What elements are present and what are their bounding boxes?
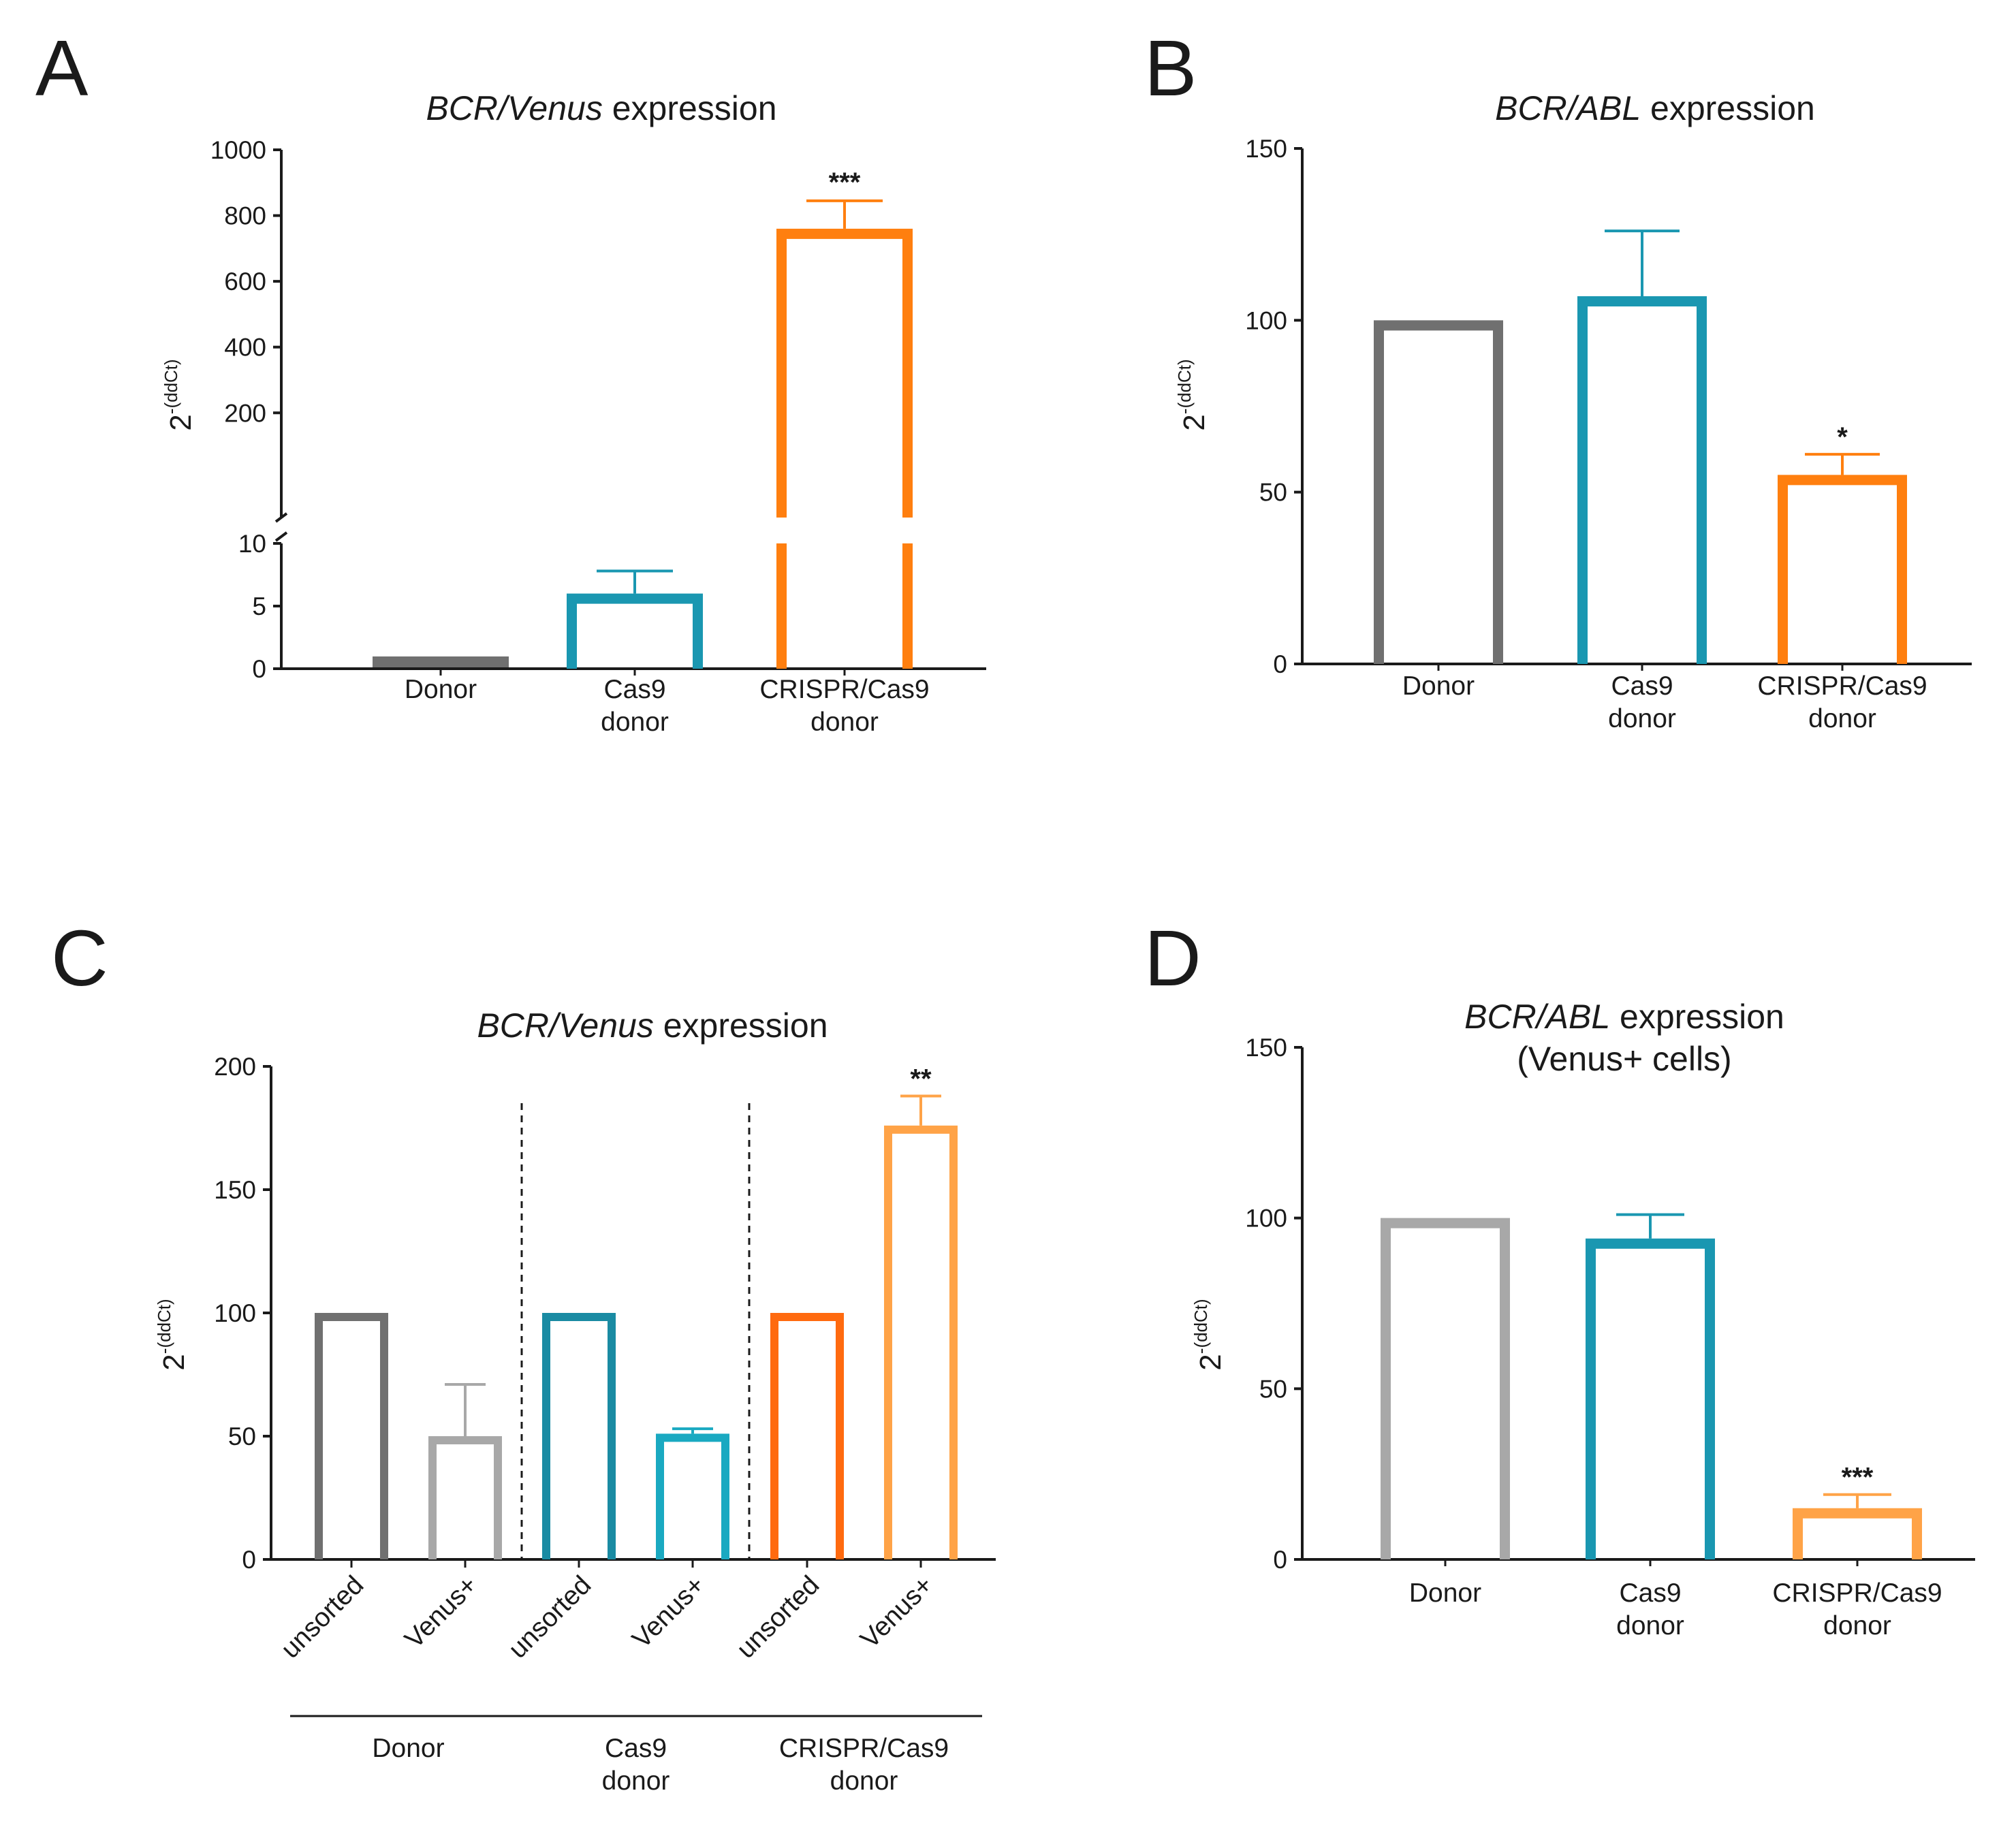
panel-d-ylabel-sup: -(ddCt): [1191, 1299, 1211, 1354]
panel-b-significance-2: *: [1837, 422, 1848, 452]
panel-a-xlabel-0-0: Donor: [405, 675, 477, 704]
panel-c-bar-2: [542, 1313, 616, 1559]
panel-letter-a: A: [35, 24, 89, 112]
panel-a-title: BCR/Venus expression: [426, 89, 776, 127]
panel-b-ytick-label-1: 50: [1259, 479, 1287, 507]
panel-a-upper-ytick-label-2: 600: [224, 268, 266, 296]
panel-a-lower-ytick-label-2: 10: [238, 530, 266, 558]
panel-b-ylabel-base: 2: [1178, 414, 1211, 430]
panel-a-xlabel-1-1: donor: [601, 708, 669, 737]
panel-c-bar-3: [656, 1433, 729, 1559]
panel-d-title-rest: expression: [1610, 998, 1784, 1036]
panel-c-bar-5: [884, 1125, 958, 1559]
panel-b-bar-1: [1577, 296, 1707, 664]
panel-c-ylabel-sup: -(ddCt): [154, 1299, 174, 1354]
panel-b-xlabel-2-0: CRISPR/Cas9: [1757, 671, 1927, 701]
panel-a-xlabel-2-0: CRISPR/Cas9: [759, 675, 929, 704]
panel-a-ylabel-sup: -(ddCt): [161, 359, 181, 414]
panel-d-title-italic: BCR/ABL: [1464, 998, 1610, 1036]
panel-c-ytick-label-4: 200: [214, 1053, 256, 1081]
panel-d-title-line2: (Venus+ cells): [1517, 1040, 1731, 1078]
panel-a-axis-break-mark-top: [274, 512, 288, 523]
panel-c-significance-5: **: [910, 1064, 932, 1094]
panel-d-ylabel-base: 2: [1194, 1354, 1227, 1370]
panel-d-xlabel-0-0: Donor: [1409, 1578, 1481, 1608]
panel-c-group-label-1-0: Cas9: [605, 1734, 667, 1763]
panel-a-bar-0: [373, 656, 509, 667]
panel-letter-b: B: [1144, 24, 1197, 112]
panel-d-ytick-label-1: 50: [1259, 1375, 1287, 1403]
panel-c-xlabel-1: Venus+: [399, 1570, 483, 1654]
panel-a-title-italic: BCR/Venus: [426, 89, 602, 127]
panel-a-upper-ytick-label-3: 800: [224, 202, 266, 230]
panel-b-ytick-label-2: 100: [1245, 306, 1287, 334]
panel-b-title-rest: expression: [1641, 89, 1815, 127]
panel-d-ytick-label-3: 150: [1245, 1034, 1287, 1062]
panel-b-xlabel-1-1: donor: [1608, 704, 1676, 733]
panel-d-ylabel: 2-(ddCt): [1191, 1299, 1227, 1370]
panel-d-bar-0: [1381, 1218, 1510, 1559]
panel-c-xlabel-2: unsorted: [503, 1570, 597, 1664]
panel-d-ytick-label-0: 0: [1273, 1546, 1287, 1574]
panel-a-ylabel-base: 2: [164, 414, 198, 430]
panel-d-bar-1: [1586, 1238, 1715, 1559]
panel-a-bar-1: [567, 593, 703, 669]
panel-c-ylabel: 2-(ddCt): [154, 1299, 191, 1370]
panel-c-ytick-label-1: 50: [228, 1423, 256, 1450]
panel-d-xlabel-2-0: CRISPR/Cas9: [1772, 1578, 1942, 1608]
panel-c-title-rest: expression: [654, 1006, 828, 1045]
panel-a-axis-break-mark-bottom: [274, 531, 288, 542]
panel-letter-d: D: [1144, 914, 1201, 1002]
panel-c-ytick-label-3: 150: [214, 1176, 256, 1204]
panel-b-xlabel-2-1: donor: [1808, 704, 1876, 733]
panel-c-ytick-label-2: 100: [214, 1299, 256, 1327]
panel-c-group-label-2-0: CRISPR/Cas9: [779, 1734, 949, 1763]
panel-b-xlabel-0-0: Donor: [1402, 671, 1475, 701]
panel-a-lower-ytick-label-0: 0: [252, 655, 266, 683]
panel-c-bar-1: [428, 1436, 502, 1559]
panel-d-significance-2: ***: [1842, 1463, 1874, 1493]
panel-a-upper-ytick-label-4: 1000: [210, 136, 266, 164]
panel-a-significance-2: ***: [829, 168, 861, 197]
panel-c-title-italic: BCR/Venus: [477, 1006, 653, 1045]
panel-c-xlabel-0: unsorted: [276, 1570, 370, 1664]
panel-c-group-label-2-1: donor: [830, 1766, 898, 1796]
panel-b-ytick-label-0: 0: [1273, 650, 1287, 678]
panel-d-ytick-label-2: 100: [1245, 1205, 1287, 1233]
panel-b-title: BCR/ABL expression: [1495, 89, 1815, 127]
panel-d-xlabel-1-0: Cas9: [1619, 1578, 1681, 1608]
panel-a-upper-ytick-label-0: 200: [224, 399, 266, 427]
panel-c-ylabel-base: 2: [157, 1354, 191, 1370]
panel-b-ylabel: 2-(ddCt): [1174, 359, 1211, 430]
panel-a-ylabel: 2-(ddCt): [161, 359, 198, 430]
panel-c-bar-0: [315, 1313, 388, 1559]
panel-d-xlabel-2-1: donor: [1823, 1611, 1891, 1640]
panel-c-group-label-0-0: Donor: [372, 1734, 444, 1763]
panel-d-bar-2: [1793, 1508, 1922, 1559]
panel-c-ytick-label-0: 0: [242, 1546, 256, 1574]
panel-c-xlabel-5: Venus+: [855, 1570, 939, 1654]
panel-a-title-rest: expression: [603, 89, 777, 127]
panel-a-xlabel-2-1: donor: [810, 708, 879, 737]
panel-c-xlabel-4: unsorted: [731, 1570, 825, 1664]
panel-a-xlabel-1-0: Cas9: [603, 675, 665, 704]
panel-c-bar-4: [770, 1313, 844, 1559]
panel-a-lower-ytick-label-1: 5: [252, 592, 266, 620]
panel-b-title-italic: BCR/ABL: [1495, 89, 1641, 127]
panel-b-xlabel-1-0: Cas9: [1611, 671, 1673, 701]
panel-b-bar-0: [1374, 320, 1503, 664]
panel-a-bar-2-upper: [776, 228, 913, 518]
panel-d-title: BCR/ABL expression: [1464, 998, 1784, 1036]
panel-d-xlabel-1-1: donor: [1616, 1611, 1684, 1640]
panel-c-group-label-1-1: donor: [602, 1766, 670, 1796]
panel-b-bar-2: [1778, 475, 1907, 664]
panel-c-xlabel-3: Venus+: [627, 1570, 710, 1654]
panel-a-upper-ytick-label-1: 400: [224, 334, 266, 362]
panel-letter-c: C: [51, 914, 108, 1002]
panel-c-title: BCR/Venus expression: [477, 1006, 828, 1045]
panel-b-ylabel-sup: -(ddCt): [1174, 359, 1195, 414]
panel-b-ytick-label-3: 150: [1245, 135, 1287, 163]
